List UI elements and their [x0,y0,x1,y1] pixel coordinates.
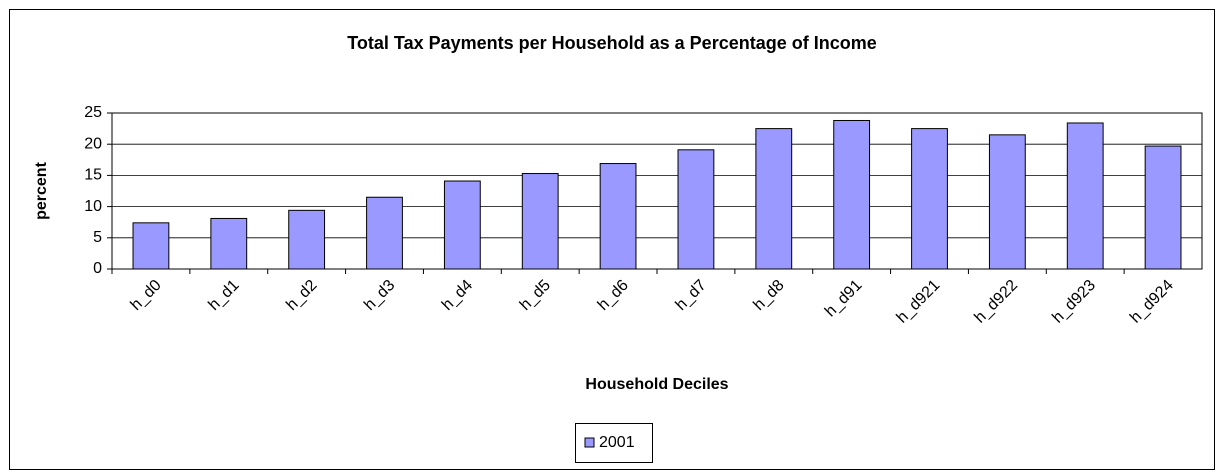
x-axis-title: Household Deciles [585,376,728,393]
bar [210,217,248,270]
bar [366,196,403,270]
bar [755,128,793,270]
y-tick-label: 0 [93,260,102,277]
y-tick-label: 25 [84,104,102,121]
bar [833,119,871,270]
y-axis-title: percent [33,161,50,219]
y-tick-label: 15 [84,167,102,184]
bar [443,180,481,270]
y-tick-label: 20 [84,135,102,152]
bar [521,173,559,270]
bar [677,149,715,270]
chart-title: Total Tax Payments per Household as a Pe… [347,33,877,53]
legend: 2001 [575,423,653,463]
legend-swatch [584,437,595,448]
y-tick-label: 5 [93,229,102,246]
bar [132,222,170,270]
bar [288,209,326,270]
bar [988,134,1026,270]
bar [599,163,637,270]
legend-label: 2001 [599,434,635,451]
y-tick-label: 10 [84,198,102,215]
bar [1066,122,1104,270]
bar [911,128,948,270]
bar [1144,145,1182,270]
